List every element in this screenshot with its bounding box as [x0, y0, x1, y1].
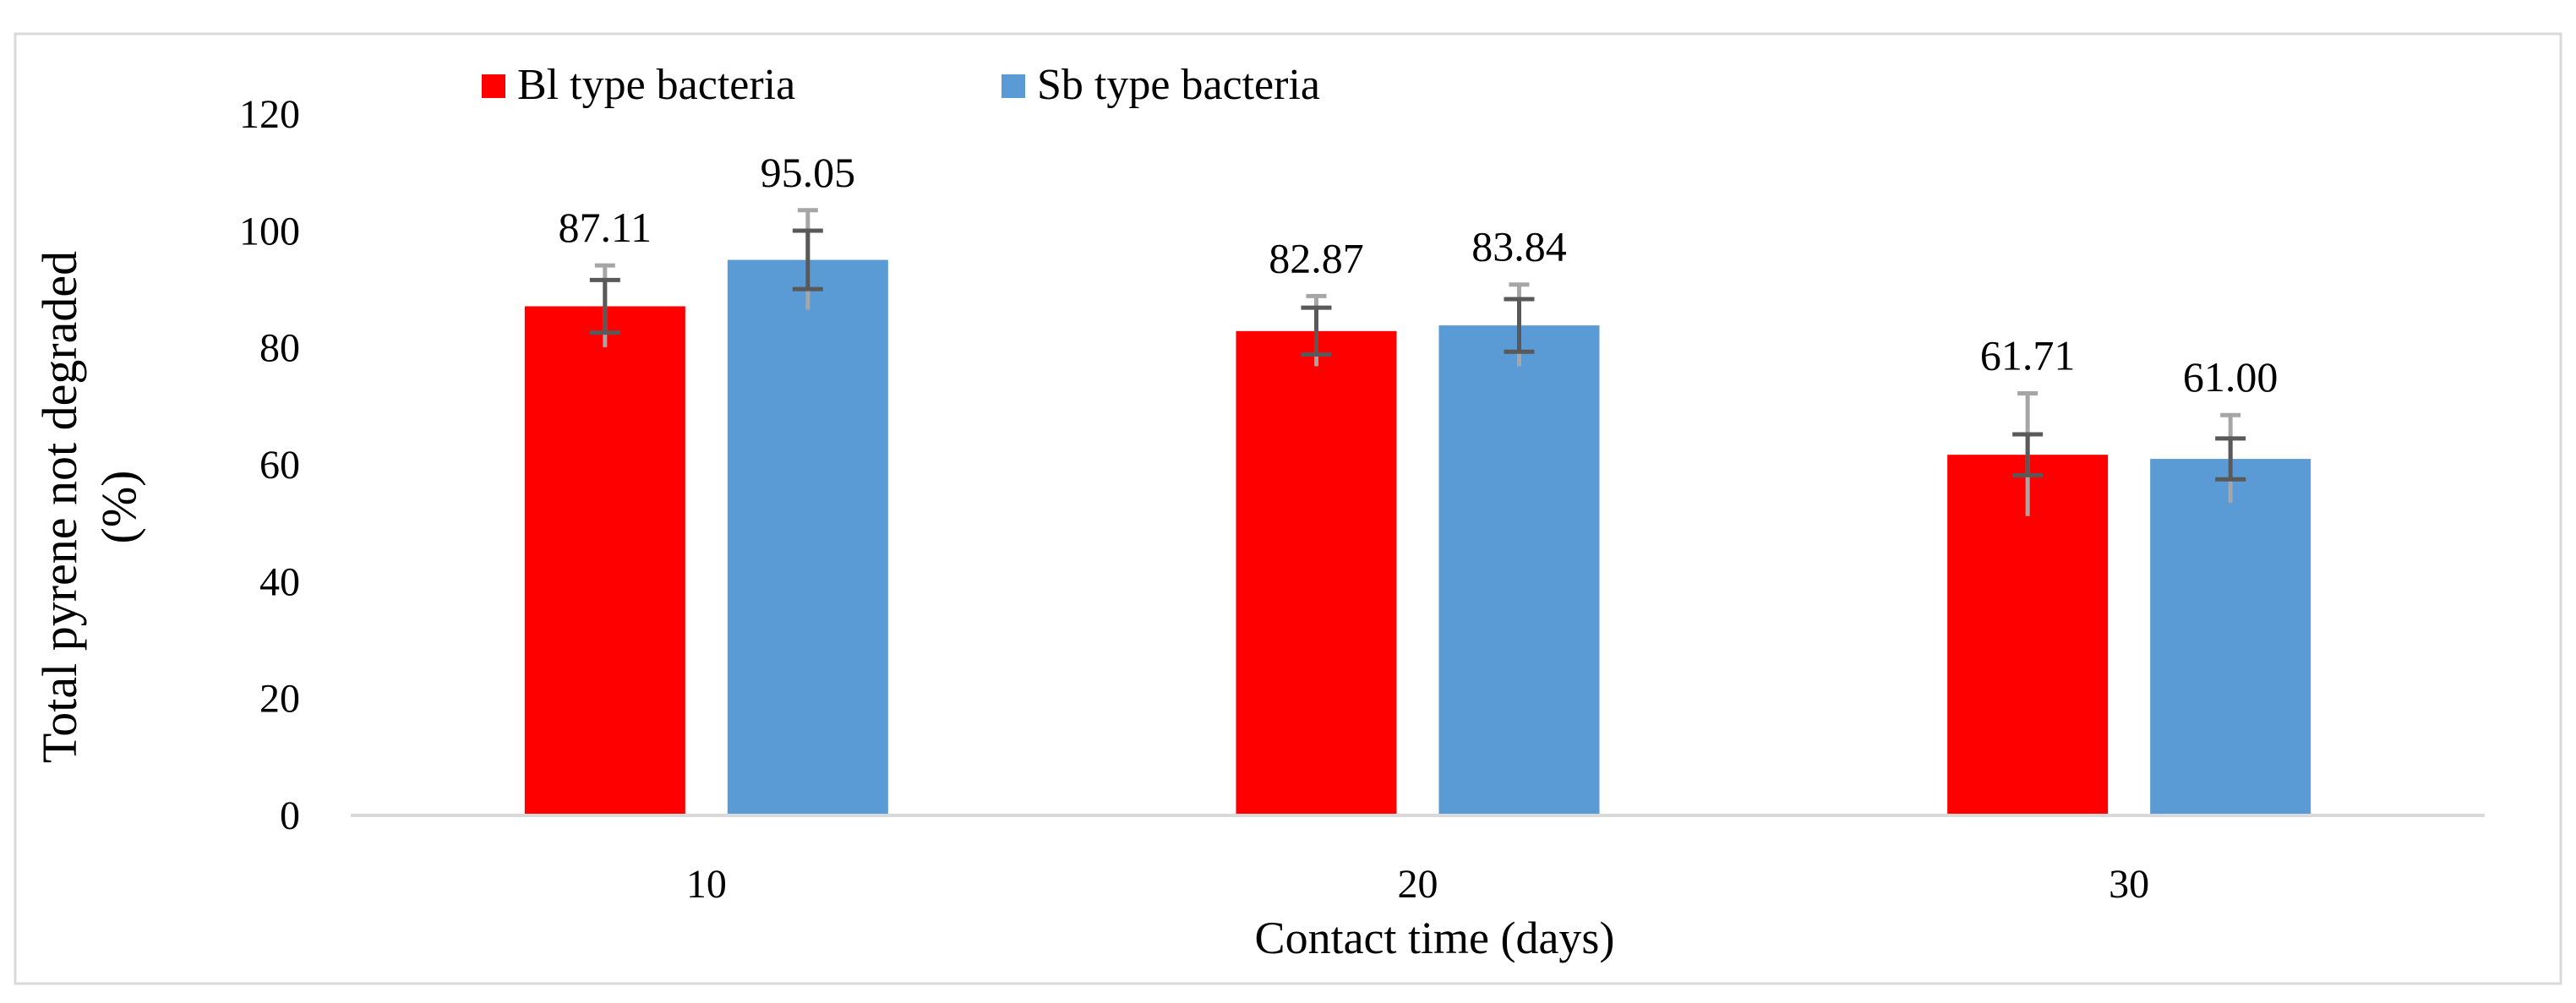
data-label: 82.87: [1269, 234, 1364, 281]
data-label: 87.11: [559, 204, 652, 251]
legend-swatch: [482, 74, 505, 98]
y-axis-title-line: Total pyrene not degraded: [32, 251, 87, 763]
y-tick-label: 20: [259, 677, 300, 722]
bar: [1438, 325, 1600, 815]
legend-swatch: [1001, 74, 1025, 98]
y-axis-ticks: 0 20 40 60 80 100 120: [239, 92, 300, 838]
value-labels: 87.11 95.05 82.87 83.84 61.71 61.00: [559, 149, 2279, 401]
y-tick-label: 80: [259, 326, 300, 371]
x-axis-ticks: 10 20 30: [686, 862, 2149, 907]
y-tick-label: 0: [280, 793, 300, 838]
bars: [524, 259, 2311, 816]
y-tick-label: 60: [259, 443, 300, 488]
bar: [524, 306, 685, 816]
x-tick-label: 30: [2109, 862, 2149, 907]
bar: [2150, 459, 2311, 815]
y-tick-label: 40: [259, 559, 300, 604]
data-label: 61.71: [1980, 332, 2076, 379]
y-tick-label: 120: [239, 92, 300, 137]
legend-label: Bl type bacteria: [517, 61, 795, 109]
data-label: 83.84: [1471, 223, 1567, 270]
y-axis-title: Total pyrene not degraded (%): [32, 251, 146, 763]
error-bars: [589, 208, 2246, 516]
x-axis-title: Contact time (days): [1255, 913, 1615, 963]
data-label: 95.05: [761, 149, 856, 196]
legend-item: Sb type bacteria: [1001, 61, 1320, 109]
y-tick-label: 100: [239, 209, 300, 253]
legend-label: Sb type bacteria: [1037, 61, 1320, 109]
bar: [1236, 330, 1397, 816]
x-tick-label: 20: [1398, 862, 1438, 907]
data-label: 61.00: [2183, 353, 2279, 401]
legend-item: Bl type bacteria: [482, 61, 795, 109]
legend: Bl type bacteria Sb type bacteria: [482, 61, 1320, 109]
y-axis-title-line: (%): [91, 471, 146, 544]
bar: [727, 259, 888, 816]
x-tick-label: 10: [686, 862, 727, 907]
